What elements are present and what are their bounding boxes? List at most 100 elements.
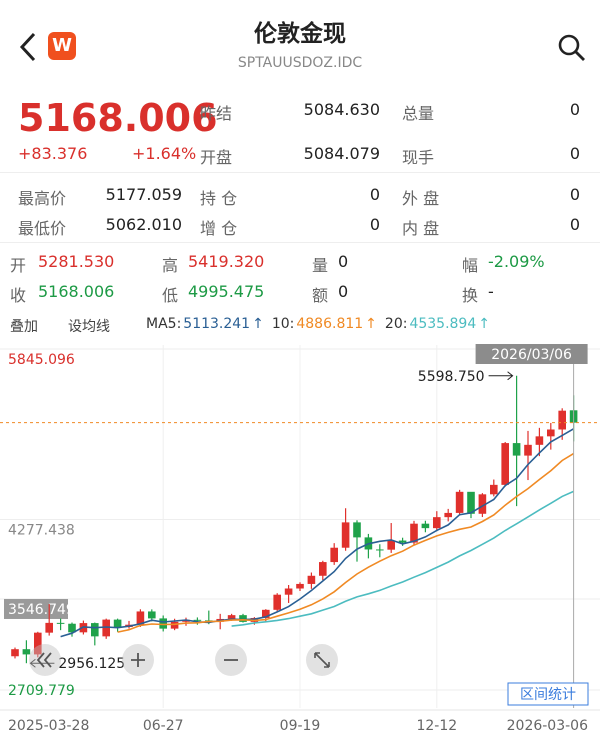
ma-line <box>60 428 575 638</box>
bar-value: 4995.475 <box>188 282 265 301</box>
bar-label: 额 <box>312 286 329 305</box>
y-tick-label: 2709.779 <box>8 683 75 699</box>
stat-label: 最高价 <box>18 189 67 208</box>
candle-body <box>296 583 304 589</box>
bar-value: 5419.320 <box>188 252 265 271</box>
bar-label: 高 <box>162 256 179 275</box>
code: SPTAUUSDOZ.IDC <box>237 55 363 71</box>
stat-value: 0 <box>569 215 580 234</box>
candle-body <box>421 523 430 529</box>
candle-body <box>227 615 236 619</box>
bar-value: - <box>488 282 494 301</box>
candle-body <box>501 443 509 485</box>
candle-body <box>455 491 464 513</box>
candle-body <box>56 622 65 624</box>
candle-body <box>524 444 532 456</box>
x-tick-label: 06-27 <box>143 718 184 734</box>
stat-label: 内 盘 <box>402 219 440 238</box>
candle-body <box>547 429 555 437</box>
candle-body <box>148 611 156 619</box>
ma-trend: ↑ <box>252 316 264 332</box>
candle-body <box>467 491 475 514</box>
candle-body <box>341 522 350 548</box>
bar-label: 收 <box>10 286 27 305</box>
stat-label: 增 仓 <box>200 219 238 238</box>
logo: W <box>48 32 76 60</box>
bar-label: 量 <box>312 256 329 275</box>
ma-name: MA5: <box>146 316 182 332</box>
change: +83.376 <box>18 144 88 163</box>
stat-label: 外 盘 <box>402 189 440 208</box>
candle-body <box>512 443 521 456</box>
stat-value: 0 <box>569 185 580 204</box>
field-label: 开盘 <box>200 148 233 167</box>
fullscreen-button[interactable] <box>306 644 338 676</box>
field-value: 5084.630 <box>303 100 380 119</box>
ma-trend: ↑ <box>365 316 377 332</box>
candle-body <box>34 632 42 655</box>
overlay-button[interactable]: 叠加 <box>10 319 38 335</box>
zoom-out-button[interactable] <box>215 644 247 676</box>
y-tick-label: 3546.749 <box>8 602 75 618</box>
candle-body <box>262 609 270 618</box>
icon <box>131 653 145 667</box>
field-label: 昨结 <box>200 104 233 123</box>
stat-label: 最低价 <box>18 219 67 238</box>
cursor-label: 2026/03/06 <box>491 347 572 363</box>
chart: 2025-03-28 06-27 09-19 12-12 2026-03-06 5845.… <box>0 340 600 734</box>
set-ma-button[interactable]: 设均线 <box>68 319 110 335</box>
candle-body <box>535 436 544 445</box>
search-icon[interactable] <box>556 32 588 64</box>
back-icon[interactable] <box>14 30 42 64</box>
candle-body <box>444 512 452 518</box>
x-tick-label: 09-19 <box>280 718 321 734</box>
candle-body <box>330 547 338 563</box>
candle-body <box>193 619 202 621</box>
field-value: 0 <box>569 100 580 119</box>
field-value: 5084.079 <box>303 144 380 163</box>
divider <box>0 242 600 243</box>
y-tick-label: 4277.438 <box>8 522 75 538</box>
change-pct: +1.64% <box>132 144 197 163</box>
candle-body <box>307 575 316 584</box>
ma-value: 4886.811 <box>296 316 364 332</box>
candle-body <box>113 619 122 628</box>
y-tick-box <box>4 598 68 619</box>
zoom-in-button[interactable] <box>122 644 154 676</box>
scroll-left-button[interactable] <box>29 644 61 676</box>
bar-label: 低 <box>162 286 179 305</box>
ma-trend: ↑ <box>478 316 490 332</box>
low-arrow <box>29 658 55 668</box>
candle-body <box>319 562 327 576</box>
candle-body <box>273 594 281 610</box>
candle-body <box>170 621 179 629</box>
candle-body <box>478 494 487 514</box>
x-tick-label: 12-12 <box>416 718 457 734</box>
title: 伦敦金现 <box>254 21 346 47</box>
range-stats-label[interactable]: 区间统计 <box>520 687 576 703</box>
candle-body <box>284 588 293 595</box>
field-value: 0 <box>569 144 580 163</box>
bar-value: 5281.530 <box>38 252 115 271</box>
bar-value: 0 <box>338 282 349 301</box>
candle-body <box>136 611 145 625</box>
icon <box>314 652 330 668</box>
cursor-box <box>475 344 588 364</box>
field-label: 总量 <box>402 104 435 123</box>
x-tick-label: 2026-03-06 <box>507 718 588 734</box>
x-tick-label: 2025-03-28 <box>8 718 89 734</box>
low-label: 2956.125 <box>58 656 125 672</box>
ma-line <box>231 490 574 627</box>
candle-body <box>91 623 99 637</box>
price: 5168.006 <box>18 96 218 140</box>
ma-legend: MA5: 5113.241 ↑ 10: 4886.811 ↑ 20: 4535.894 ↑ <box>146 316 492 332</box>
range-stats-button[interactable] <box>507 682 589 706</box>
candle-body <box>433 517 441 529</box>
bar-label: 幅 <box>462 256 479 275</box>
bar-label: 开 <box>10 256 27 275</box>
high-arrow <box>488 371 514 381</box>
ma-name: 20: <box>384 316 408 332</box>
stat-value: 0 <box>369 215 380 234</box>
bar-value: -2.09% <box>488 252 545 271</box>
